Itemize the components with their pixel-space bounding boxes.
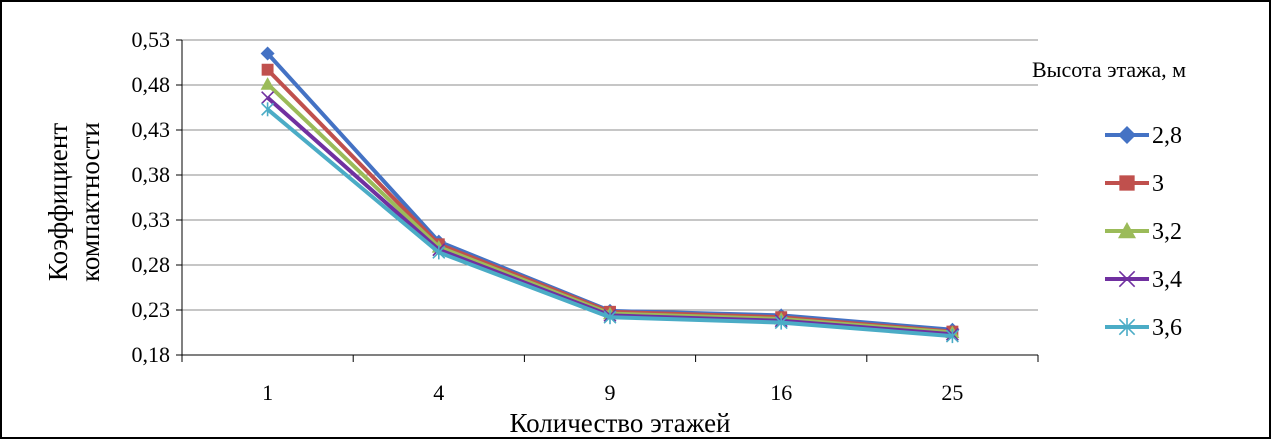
series-3-6 <box>261 102 959 344</box>
legend-label: 2,8 <box>1152 123 1182 149</box>
legend-label: 3,4 <box>1152 267 1182 293</box>
data-point <box>1118 126 1136 144</box>
legend-title: Высота этажа, м <box>1032 57 1186 82</box>
y-tick-label: 0,43 <box>132 117 171 142</box>
legend-label: 3,2 <box>1152 219 1182 245</box>
data-point <box>261 102 275 117</box>
legend-entry: 3,2 <box>1105 219 1182 245</box>
data-point <box>261 91 275 105</box>
legend-label: 3,6 <box>1152 315 1182 341</box>
series-3-4 <box>261 91 959 341</box>
series-line <box>266 107 953 339</box>
y-axis-title: Коэффициенткомпактности <box>43 122 105 282</box>
data-point <box>260 46 275 61</box>
y-axis-title-line: Коэффициент <box>43 123 73 282</box>
y-axis-title-line: компактности <box>75 122 105 282</box>
x-tick-label: 1 <box>262 380 273 405</box>
legend-entry: 3,4 <box>1105 267 1182 293</box>
data-point <box>603 310 617 325</box>
series-line <box>266 82 953 335</box>
data-point <box>432 245 446 260</box>
data-point <box>260 77 275 90</box>
labels: 0,18 0,23 0,28 0,33 0,38 0,43 0,48 0,53 1 4 9 16 25 К… <box>43 27 963 438</box>
y-tick-label: 0,38 <box>132 162 171 187</box>
x-axis-title: Количество этажей <box>510 408 731 438</box>
data-point <box>774 315 788 330</box>
x-tick-label: 9 <box>605 380 616 405</box>
y-tick-label: 0,28 <box>132 252 171 277</box>
data-point <box>1119 175 1135 191</box>
y-tick-label: 0,53 <box>132 27 171 52</box>
x-tick-label: 4 <box>433 380 444 405</box>
y-tick-label: 0,23 <box>132 297 171 322</box>
y-tick-label: 0,33 <box>132 207 171 232</box>
series-3-2 <box>260 77 960 339</box>
series-line <box>266 96 953 337</box>
series-layer <box>260 46 960 344</box>
data-point <box>1118 222 1136 239</box>
legend-label: 3 <box>1152 171 1164 197</box>
grid <box>182 39 1038 311</box>
axes <box>176 39 1039 362</box>
data-point <box>945 329 959 344</box>
series-3 <box>261 63 959 338</box>
legend-entry: 3,6 <box>1105 315 1182 341</box>
series-line <box>266 52 953 332</box>
x-tick-label: 25 <box>941 380 963 405</box>
x-tick-label: 16 <box>770 380 792 405</box>
data-point <box>261 63 274 76</box>
legend: Высота этажа, м 2,8 3 3,2 3,4 3,6 <box>1032 57 1186 341</box>
data-point <box>1118 270 1136 288</box>
y-tick-label: 0,18 <box>132 342 171 367</box>
legend-entry: 2,8 <box>1105 123 1182 149</box>
data-point <box>1118 318 1136 336</box>
legend-entry: 3 <box>1105 171 1164 197</box>
y-tick-label: 0,48 <box>132 72 171 97</box>
series-line <box>266 68 953 334</box>
